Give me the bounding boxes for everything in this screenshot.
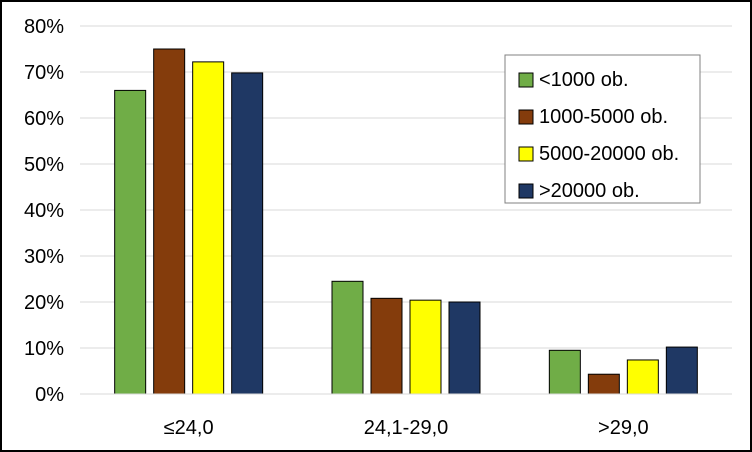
bar: [370, 297, 403, 395]
bar: [114, 89, 147, 395]
legend-label: 1000-5000 ob.: [539, 106, 668, 128]
x-tick-label: 24,1-29,0: [364, 417, 449, 439]
bar: [409, 299, 442, 395]
bar: [665, 346, 698, 395]
y-tick-label: 80%: [24, 16, 64, 38]
legend-label: >20000 ob.: [539, 180, 640, 202]
legend-swatch: [518, 109, 534, 125]
legend-swatch: [518, 72, 534, 88]
bar: [548, 349, 581, 395]
bars: [114, 48, 698, 395]
bar: [626, 359, 659, 395]
legend-swatch: [518, 183, 534, 199]
bar: [153, 48, 186, 395]
y-tick-label: 30%: [24, 246, 64, 268]
y-tick-label: 50%: [24, 154, 64, 176]
legend-label: <1000 ob.: [539, 69, 629, 91]
y-tick-label: 10%: [24, 338, 64, 360]
bar: [587, 373, 620, 395]
y-tick-label: 60%: [24, 108, 64, 130]
legend: <1000 ob. 1000-5000 ob. 5000-20000 ob. >200…: [504, 54, 701, 204]
y-tick-label: 40%: [24, 200, 64, 222]
bar: [192, 61, 225, 395]
bar: [331, 280, 364, 395]
bar: [448, 301, 481, 395]
x-tick-label: ≤24,0: [164, 417, 214, 439]
x-tick-label: >29,0: [598, 417, 649, 439]
y-tick-label: 0%: [35, 384, 64, 406]
legend-label: 5000-20000 ob.: [539, 143, 679, 165]
bar: [231, 72, 264, 395]
legend-box: [504, 54, 701, 204]
gridlines: [80, 25, 732, 349]
y-tick-label: 20%: [24, 292, 64, 314]
y-tick-label: 70%: [24, 62, 64, 84]
legend-swatch: [518, 146, 534, 162]
